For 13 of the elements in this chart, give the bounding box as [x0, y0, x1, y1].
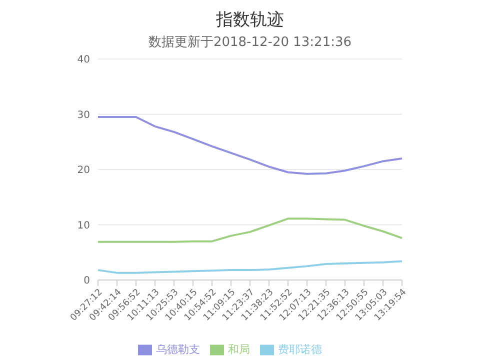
legend-label: 和局: [228, 343, 250, 356]
chart-title: 指数轨迹: [215, 9, 285, 31]
y-tick-label: 10: [77, 220, 90, 232]
y-tick-label: 20: [77, 165, 90, 176]
y-tick-label: 30: [77, 110, 90, 121]
line-series: [97, 116, 403, 175]
line-series: [97, 218, 403, 243]
legend-label: 乌德勒支: [156, 343, 200, 356]
line-series: [97, 260, 403, 274]
y-tick-label: 0: [84, 276, 90, 287]
legend-label: 费耶诺德: [278, 343, 322, 356]
y-tick-label: 40: [77, 54, 90, 66]
chart-subtitle: 数据更新于2018-12-20 13:21:36: [147, 34, 353, 51]
